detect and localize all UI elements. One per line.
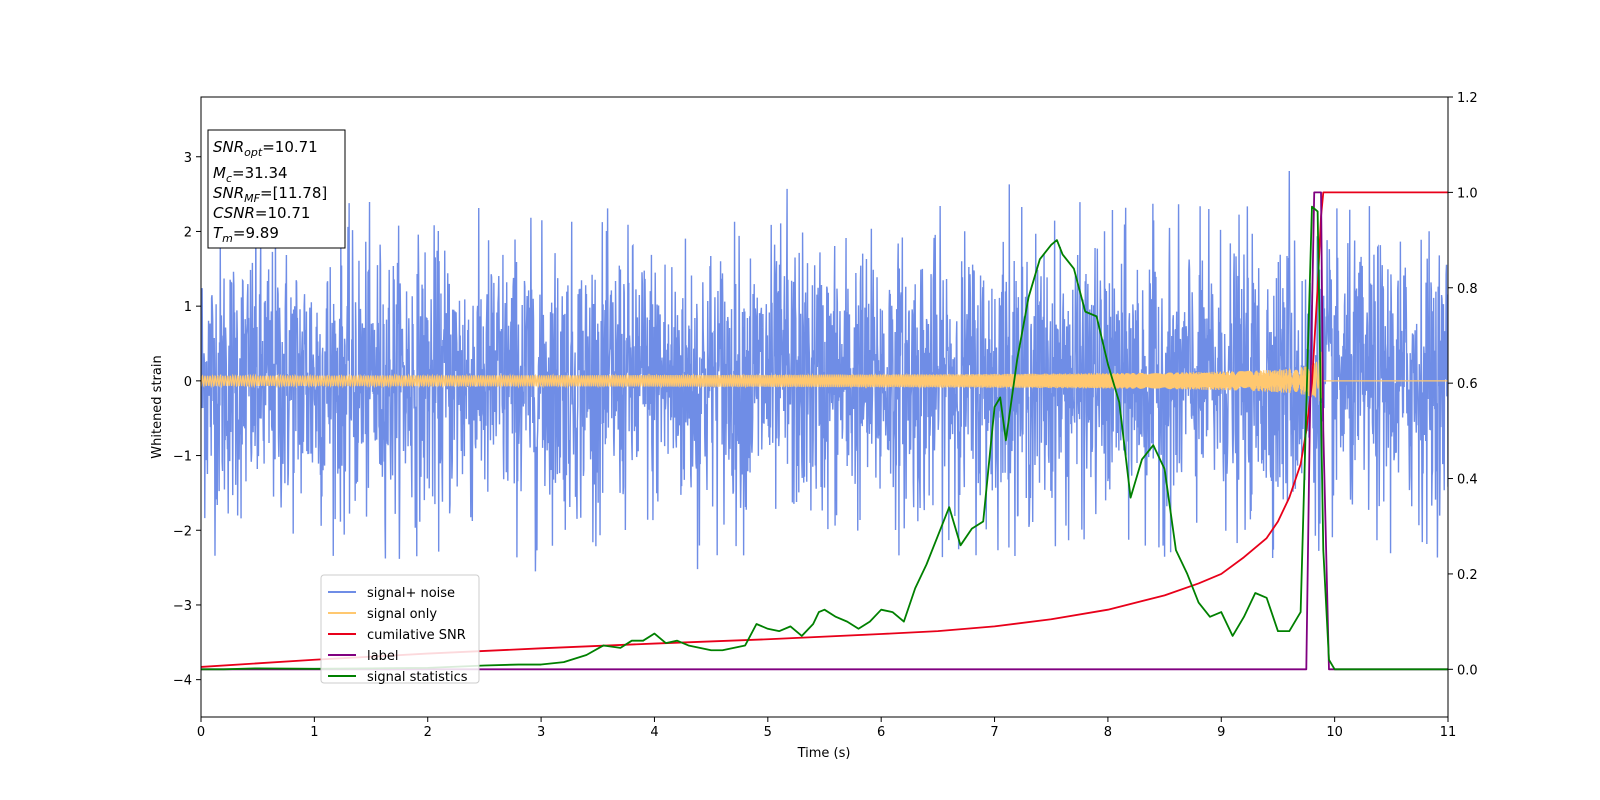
y-right-tick-label: 1.2: [1457, 91, 1478, 106]
y-left-tick-label: 1: [184, 300, 192, 315]
legend: signal+ noise signal only cumilative SNR la…: [321, 575, 479, 685]
x-tick-label: 7: [990, 725, 998, 740]
x-tick-label: 8: [1104, 725, 1112, 740]
y-right-tick-label: 0.0: [1457, 663, 1478, 678]
x-tick-label: 5: [764, 725, 772, 740]
y-left-tick-label: 0: [184, 375, 192, 390]
info-box: SNRopt=10.71 Mc=31.34 SNRMF=[11.78] CSNR…: [208, 130, 345, 248]
info-csnr: CSNR=10.71: [213, 204, 310, 222]
info-mc: Mc=31.34: [213, 164, 288, 185]
y-left-tick-label: −4: [173, 674, 192, 689]
x-axis-label: Time (s): [797, 746, 851, 761]
x-tick-label: 4: [650, 725, 658, 740]
legend-label: signal+ noise: [367, 586, 455, 601]
legend-label: signal only: [367, 607, 437, 622]
y-left-tick-label: −2: [173, 524, 192, 539]
legend-label: cumilative SNR: [367, 628, 466, 643]
info-snr-mf: SNRMF=[11.78]: [213, 184, 327, 205]
legend-label: signal statistics: [367, 670, 468, 685]
x-tick-label: 10: [1326, 725, 1343, 740]
y-left-tick-label: 2: [184, 225, 192, 240]
info-snr-opt: SNRopt=10.71: [213, 138, 318, 159]
y-right-tick-label: 1.0: [1457, 186, 1478, 201]
x-tick-label: 0: [197, 725, 205, 740]
y-left-tick-label: 3: [184, 151, 192, 166]
y-left-tick-label: −3: [173, 599, 192, 614]
y-right-tick-label: 0.6: [1457, 377, 1478, 392]
y-right-tick-label: 0.2: [1457, 568, 1478, 583]
y-axis-label-left: Whitened strain: [150, 355, 165, 458]
y-right-axis-ticks: 1.2 1.0 0.8 0.6 0.4 0.2 0.0: [1448, 91, 1478, 678]
y-right-tick-label: 0.4: [1457, 473, 1478, 488]
x-tick-label: 3: [537, 725, 545, 740]
x-tick-label: 1: [310, 725, 318, 740]
y-right-tick-label: 0.8: [1457, 282, 1478, 297]
x-tick-label: 9: [1217, 725, 1225, 740]
y-left-axis-ticks: 3 2 1 0 −1 −2 −3 −4: [173, 151, 201, 689]
x-tick-label: 6: [877, 725, 885, 740]
x-tick-label: 11: [1440, 725, 1457, 740]
x-axis-ticks: 0 1 2 3 4 5 6 7 8 9 10 11: [197, 717, 1456, 740]
x-tick-label: 2: [424, 725, 432, 740]
y-left-tick-label: −1: [173, 450, 192, 465]
legend-label: label: [367, 649, 398, 664]
